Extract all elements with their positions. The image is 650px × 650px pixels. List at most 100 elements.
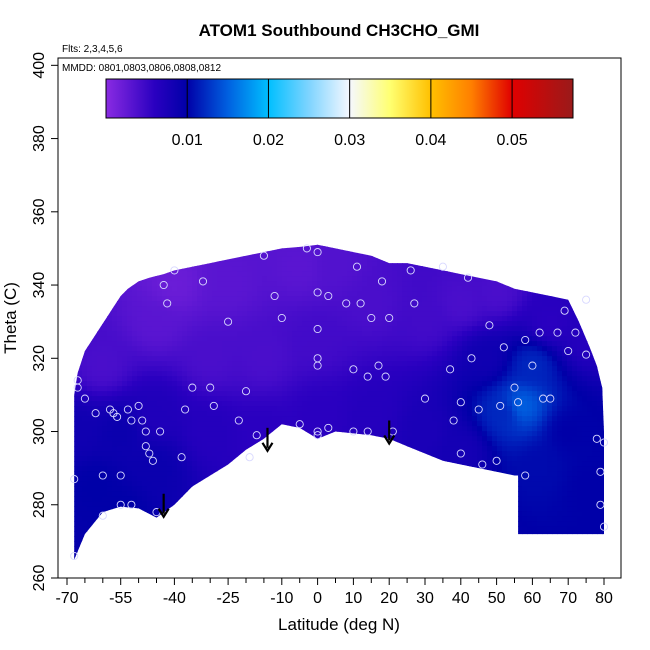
heatmap-cell	[317, 461, 323, 467]
heatmap-cell	[217, 436, 223, 442]
heatmap-cell	[387, 386, 393, 392]
heatmap-cell	[247, 436, 253, 442]
heatmap-cell	[227, 456, 233, 462]
heatmap-cell	[122, 246, 128, 252]
heatmap-cell	[252, 471, 258, 477]
heatmap-cell	[427, 421, 433, 427]
heatmap-cell	[257, 511, 263, 517]
heatmap-cell	[282, 361, 288, 367]
heatmap-cell	[187, 421, 193, 427]
heatmap-cell	[227, 521, 233, 527]
heatmap-cell	[422, 244, 428, 247]
heatmap-cell	[147, 391, 153, 397]
heatmap-cell	[217, 566, 223, 572]
heatmap-cell	[392, 436, 398, 442]
heatmap-cell	[337, 526, 343, 532]
heatmap-cell	[237, 291, 243, 297]
heatmap-cell	[252, 401, 258, 407]
heatmap-cell	[312, 291, 318, 297]
heatmap-cell	[267, 401, 273, 407]
heatmap-cell	[182, 551, 188, 557]
heatmap-cell	[82, 281, 88, 287]
heatmap-cell	[77, 526, 83, 532]
heatmap-cell	[112, 536, 118, 542]
heatmap-cell	[97, 244, 103, 247]
heatmap-cell	[112, 486, 118, 492]
heatmap-cell	[207, 421, 213, 427]
heatmap-cell	[92, 466, 98, 472]
heatmap-cell	[367, 301, 373, 307]
heatmap-cell	[382, 376, 388, 382]
heatmap-cell	[132, 271, 138, 277]
heatmap-cell	[152, 451, 158, 457]
heatmap-cell	[182, 346, 188, 352]
heatmap-cell	[232, 486, 238, 492]
heatmap-cell	[242, 501, 248, 507]
heatmap-cell	[262, 286, 268, 292]
heatmap-cell	[412, 356, 418, 362]
heatmap-cell	[357, 406, 363, 412]
heatmap-cell	[292, 451, 298, 457]
heatmap-cell	[212, 456, 218, 462]
heatmap-cell	[302, 386, 308, 392]
heatmap-cell	[362, 541, 368, 547]
heatmap-cell	[297, 296, 303, 302]
heatmap-cell	[377, 401, 383, 407]
heatmap-cell	[257, 421, 263, 427]
heatmap-cell	[332, 296, 338, 302]
heatmap-cell	[127, 426, 133, 432]
heatmap-cell	[417, 341, 423, 347]
heatmap-cell	[102, 426, 108, 432]
heatmap-cell	[107, 401, 113, 407]
heatmap-cell	[227, 501, 233, 507]
heatmap-cell	[132, 276, 138, 282]
heatmap-cell	[307, 326, 313, 332]
heatmap-cell	[207, 366, 213, 372]
heatmap-cell	[367, 271, 373, 277]
heatmap-cell	[82, 341, 88, 347]
heatmap-cell	[142, 516, 148, 522]
heatmap-cell	[387, 301, 393, 307]
heatmap-cell	[302, 471, 308, 477]
heatmap-cell	[262, 244, 268, 247]
heatmap-cell	[162, 506, 168, 512]
heatmap-cell	[97, 321, 103, 327]
heatmap-cell	[307, 281, 313, 287]
heatmap-cell	[172, 526, 178, 532]
heatmap-cell	[417, 386, 423, 392]
heatmap-cell	[372, 436, 378, 442]
heatmap-cell	[187, 326, 193, 332]
heatmap-cell	[302, 486, 308, 492]
heatmap-cell	[117, 356, 123, 362]
heatmap-cell	[192, 326, 198, 332]
heatmap-cell	[322, 546, 328, 552]
heatmap-cell	[432, 401, 438, 407]
heatmap-cell	[252, 366, 258, 372]
heatmap-cell	[387, 326, 393, 332]
heatmap-cell	[237, 406, 243, 412]
heatmap-cell	[172, 371, 178, 377]
heatmap-cell	[402, 346, 408, 352]
heatmap-cell	[402, 246, 408, 252]
heatmap-cell	[242, 546, 248, 552]
heatmap-cell	[157, 481, 163, 487]
heatmap-cell	[357, 451, 363, 457]
heatmap-cell	[332, 506, 338, 512]
heatmap-cell	[417, 541, 423, 547]
heatmap-cell	[167, 476, 173, 482]
heatmap-cell	[207, 521, 213, 527]
heatmap-cell	[77, 451, 83, 457]
heatmap-cell	[247, 246, 253, 252]
heatmap-cell	[427, 396, 433, 402]
heatmap-cell	[342, 326, 348, 332]
heatmap-cell	[147, 531, 153, 537]
heatmap-cell	[172, 491, 178, 497]
heatmap-cell	[427, 376, 433, 382]
heatmap-cell	[287, 261, 293, 267]
heatmap-cell	[187, 251, 193, 257]
heatmap-cell	[74, 396, 78, 402]
heatmap-cell	[412, 461, 418, 467]
heatmap-cell	[257, 286, 263, 292]
heatmap-cell	[397, 546, 403, 552]
heatmap-cell	[437, 346, 443, 352]
